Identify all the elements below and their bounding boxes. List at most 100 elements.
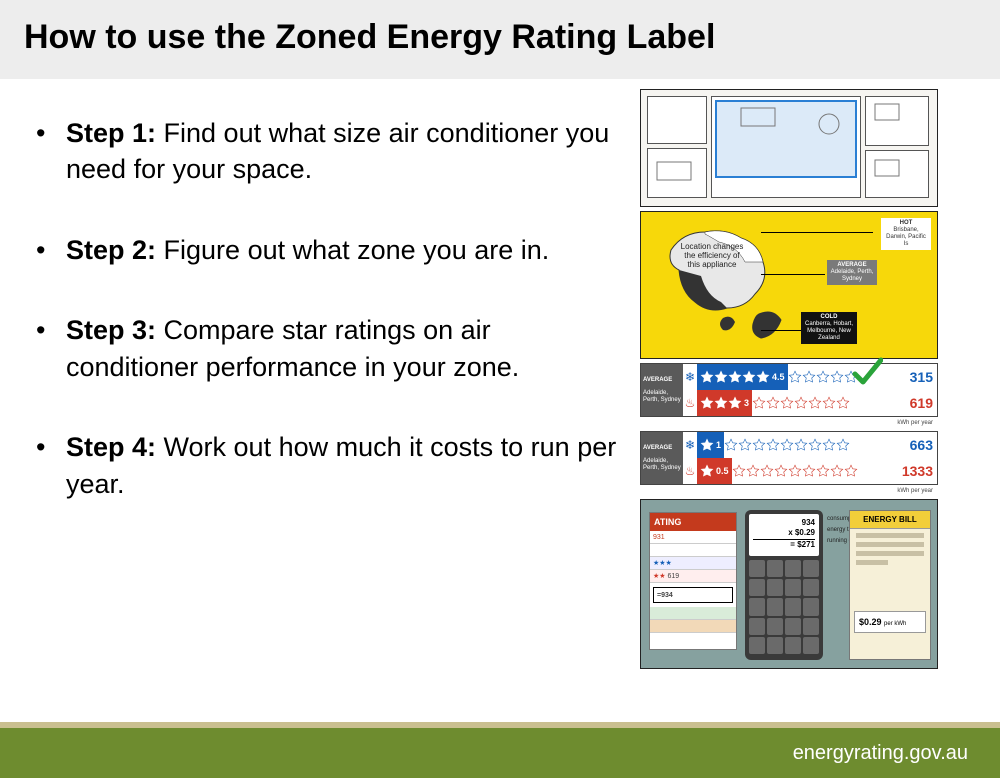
step-3: • Step 3: Compare star ratings on air co… xyxy=(36,312,630,385)
star-rating-row: AVERAGEAdelaide, Perth, Sydney❄1663 xyxy=(641,432,937,458)
star-rating-group: AVERAGEAdelaide, Perth, Sydney❄4.5315 ♨36… xyxy=(640,363,938,417)
star-empty-icon xyxy=(788,370,802,384)
star-empty-icon xyxy=(794,438,808,452)
star-empty-icon xyxy=(794,396,808,410)
star-empty-icon xyxy=(808,396,822,410)
floorplan-lines-icon xyxy=(641,90,937,206)
calc-keys xyxy=(749,560,819,654)
energy-bill: ENERGY BILL $0.29 per kWh xyxy=(849,510,931,660)
star-rating-row: ♨0.51333 xyxy=(641,458,937,484)
step-label: Step 4: xyxy=(66,432,156,462)
snowflake-icon: ❄ xyxy=(683,438,697,452)
star-empty-icon xyxy=(830,370,844,384)
star-empty-icon xyxy=(732,464,746,478)
star-filled-icon xyxy=(700,370,714,384)
star-strip: 1 xyxy=(697,432,899,458)
rating-label-card: ATING 931 ★★★ ★★ 619 =934 xyxy=(649,512,737,650)
eq-label: =934 xyxy=(653,587,733,603)
star-empty-icon xyxy=(724,438,738,452)
star-empty-icon xyxy=(788,464,802,478)
bullet-icon: • xyxy=(36,115,66,151)
slide-title: How to use the Zoned Energy Rating Label xyxy=(24,18,976,57)
steps-column: • Step 1: Find out what size air conditi… xyxy=(0,79,640,699)
star-filled-icon xyxy=(700,438,714,452)
star-empty-icon xyxy=(802,464,816,478)
checkmark-icon xyxy=(851,356,883,388)
slide-footer: energyrating.gov.au xyxy=(0,728,1000,778)
graphics-column: Location changes the efficiency of this … xyxy=(640,79,960,699)
star-empty-icon xyxy=(780,396,794,410)
kwh-label: kWh per year xyxy=(897,420,933,426)
star-empty-icon xyxy=(760,464,774,478)
star-strip: 3 xyxy=(697,390,899,416)
star-empty-icon xyxy=(774,464,788,478)
rating-zone-label: AVERAGEAdelaide, Perth, Sydney xyxy=(641,364,683,416)
star-filled-icon xyxy=(700,396,714,410)
snowflake-icon: ❄ xyxy=(683,370,697,384)
arrow-icon xyxy=(761,330,805,331)
star-empty-icon xyxy=(780,438,794,452)
star-empty-icon xyxy=(836,396,850,410)
star-strip: 0.5 xyxy=(697,458,899,484)
calc-display: 934 x $0.29 = $271 xyxy=(749,514,819,556)
main-content: • Step 1: Find out what size air conditi… xyxy=(0,79,1000,699)
star-empty-icon xyxy=(822,438,836,452)
star-filled-icon xyxy=(728,370,742,384)
slide-header: How to use the Zoned Energy Rating Label xyxy=(0,0,1000,79)
bill-header: ENERGY BILL xyxy=(850,511,930,529)
step-text: Figure out what zone you are in. xyxy=(156,235,549,265)
step-4: • Step 4: Work out how much it costs to … xyxy=(36,429,630,502)
kwh-label: kWh per year xyxy=(897,488,933,494)
zone-avg: AVERAGEAdelaide, Perth, Sydney xyxy=(827,260,877,285)
calculator-device: 934 x $0.29 = $271 xyxy=(745,510,823,660)
calculator-panel: ATING 931 ★★★ ★★ 619 =934 934 x $0.29 = … xyxy=(640,499,938,669)
star-empty-icon xyxy=(752,396,766,410)
map-caption: Location changes the efficiency of this … xyxy=(677,242,747,270)
star-rating-row: AVERAGEAdelaide, Perth, Sydney❄4.5315 xyxy=(641,364,937,390)
star-empty-icon xyxy=(844,464,858,478)
star-filled-icon xyxy=(714,370,728,384)
australia-map-icon xyxy=(659,222,789,342)
star-empty-icon xyxy=(816,464,830,478)
star-empty-icon xyxy=(746,464,760,478)
arrow-icon xyxy=(761,274,825,275)
star-half-icon xyxy=(756,370,770,384)
bullet-icon: • xyxy=(36,429,66,465)
heat-icon: ♨ xyxy=(683,396,697,410)
star-empty-icon xyxy=(830,464,844,478)
zone-hot: HOTBrisbane, Darwin, Pacific Is xyxy=(881,218,931,250)
footer-url: energyrating.gov.au xyxy=(793,742,968,765)
star-filled-icon xyxy=(714,396,728,410)
star-half-icon xyxy=(700,464,714,478)
star-empty-icon xyxy=(816,370,830,384)
step-2: • Step 2: Figure out what zone you are i… xyxy=(36,232,630,268)
star-filled-icon xyxy=(742,370,756,384)
bullet-icon: • xyxy=(36,312,66,348)
star-empty-icon xyxy=(766,438,780,452)
map-panel: Location changes the efficiency of this … xyxy=(640,211,938,359)
star-rating-group: AVERAGEAdelaide, Perth, Sydney❄1663♨0.51… xyxy=(640,431,938,485)
step-label: Step 3: xyxy=(66,315,156,345)
star-empty-icon xyxy=(766,396,780,410)
floorplan-panel xyxy=(640,89,938,207)
heat-icon: ♨ xyxy=(683,464,697,478)
rating-zone-label: AVERAGEAdelaide, Perth, Sydney xyxy=(641,432,683,484)
step-label: Step 1: xyxy=(66,118,156,148)
star-empty-icon xyxy=(802,370,816,384)
star-ratings-panel: AVERAGEAdelaide, Perth, Sydney❄4.5315♨36… xyxy=(640,363,938,485)
arrow-icon xyxy=(761,232,873,233)
star-empty-icon xyxy=(836,438,850,452)
kwh-value: 315 xyxy=(899,369,937,385)
step-1: • Step 1: Find out what size air conditi… xyxy=(36,115,630,188)
bullet-icon: • xyxy=(36,232,66,268)
kwh-value: 1333 xyxy=(899,463,937,479)
zone-cold: COLDCanberra, Hobart, Melbourne, New Zea… xyxy=(801,312,857,344)
star-empty-icon xyxy=(752,438,766,452)
kwh-value: 663 xyxy=(899,437,937,453)
star-empty-icon xyxy=(808,438,822,452)
bill-price: $0.29 per kWh xyxy=(854,611,926,633)
kwh-value: 619 xyxy=(899,395,937,411)
rating-header: ATING xyxy=(650,513,736,531)
step-label: Step 2: xyxy=(66,235,156,265)
star-empty-icon xyxy=(738,438,752,452)
